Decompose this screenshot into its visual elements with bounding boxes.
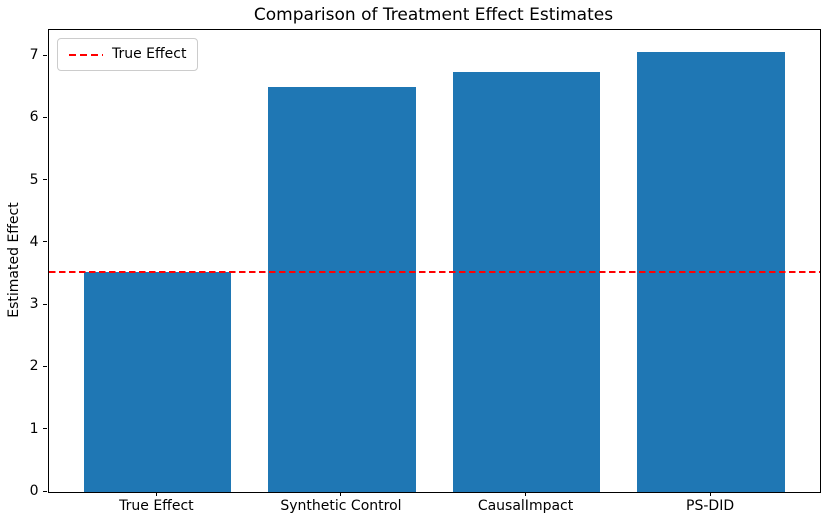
legend: True Effect [57, 38, 199, 71]
x-tick-mark-ps-did [709, 492, 711, 496]
reference-line [48, 270, 820, 273]
y-tick-label-1: 1 [29, 420, 39, 437]
x-tick-label-causalimpact: CausalImpact [477, 498, 574, 514]
y-tick-label-6: 6 [29, 109, 39, 126]
y-tick-mark-5 [43, 179, 47, 181]
bar-synthetic-control [268, 87, 416, 492]
plot-area [47, 29, 821, 493]
y-tick-label-5: 5 [29, 171, 39, 188]
y-tick-mark-6 [43, 116, 47, 118]
legend-dashed-line-icon [69, 53, 103, 56]
y-tick-mark-7 [43, 54, 47, 56]
legend-entry-label: True Effect [112, 46, 187, 62]
y-tick-mark-0 [43, 490, 47, 492]
y-tick-label-0: 0 [29, 483, 39, 499]
y-tick-label-7: 7 [29, 47, 39, 64]
x-tick-label-synthetic-control: Synthetic Control [280, 498, 402, 514]
y-tick-label-4: 4 [29, 233, 39, 250]
y-tick-mark-2 [43, 365, 47, 367]
y-tick-mark-3 [43, 303, 47, 305]
x-tick-label-ps-did: PS-DID [686, 498, 735, 514]
bar-causalimpact [452, 72, 601, 492]
bar-true-effect [83, 271, 232, 492]
y-tick-label-2: 2 [29, 358, 39, 375]
y-tick-label-3: 3 [29, 296, 39, 313]
chart-title: Comparison of Treatment Effect Estimates [253, 5, 614, 25]
y-tick-mark-1 [43, 428, 47, 430]
y-tick-mark-4 [43, 241, 47, 243]
x-tick-mark-synthetic-control [340, 492, 342, 496]
x-tick-mark-true-effect [155, 492, 157, 496]
x-tick-label-true-effect: True Effect [119, 498, 194, 514]
x-tick-mark-causalimpact [525, 492, 527, 496]
